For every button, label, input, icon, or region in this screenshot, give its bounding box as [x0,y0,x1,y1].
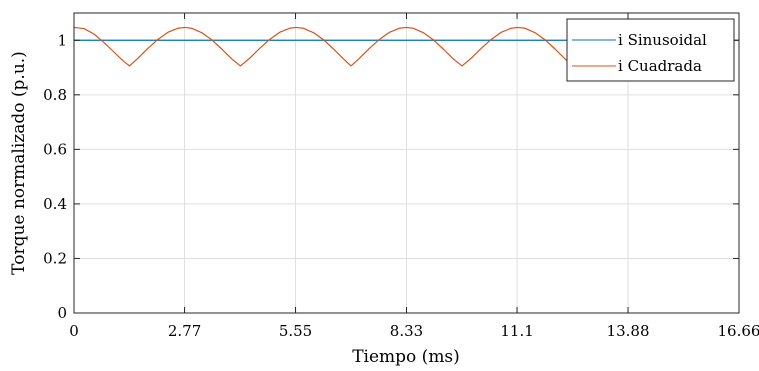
y-tick-label: 0.8 [43,86,67,104]
y-tick-label: 0.6 [43,140,67,158]
x-tick-label: 2.77 [168,322,201,340]
y-tick-label: 0.4 [43,195,67,213]
y-tick-label: 1 [57,31,67,49]
legend-label-i-cuadrada: i Cuadrada [618,57,702,75]
legend-label-i-sinusoidal: i Sinusoidal [618,31,707,49]
x-tick-label: 8.33 [390,322,423,340]
legend: i Sinusoidal i Cuadrada [566,18,735,82]
x-tick-label: 16.66 [718,322,759,340]
x-tick-label: 5.55 [279,322,312,340]
ticks-layer [73,13,740,314]
series-line-i-cuadrada [73,26,629,67]
y-tick-label: 0.2 [43,249,67,267]
x-tick-label: 0 [69,322,79,340]
y-tick-labels: 0 0.2 0.4 0.6 0.8 1 [43,31,67,322]
x-tick-labels: 0 2.77 5.55 8.33 11.1 13.88 16.66 [69,322,759,340]
x-axis-label: Tiempo (ms) [352,347,460,367]
y-tick-label: 0 [57,304,67,322]
legend-box [566,18,735,82]
x-tick-label: 13.88 [607,322,650,340]
x-tick-label: 11.1 [500,322,533,340]
y-axis-label: Torque normalizado (p.u.) [9,51,29,275]
